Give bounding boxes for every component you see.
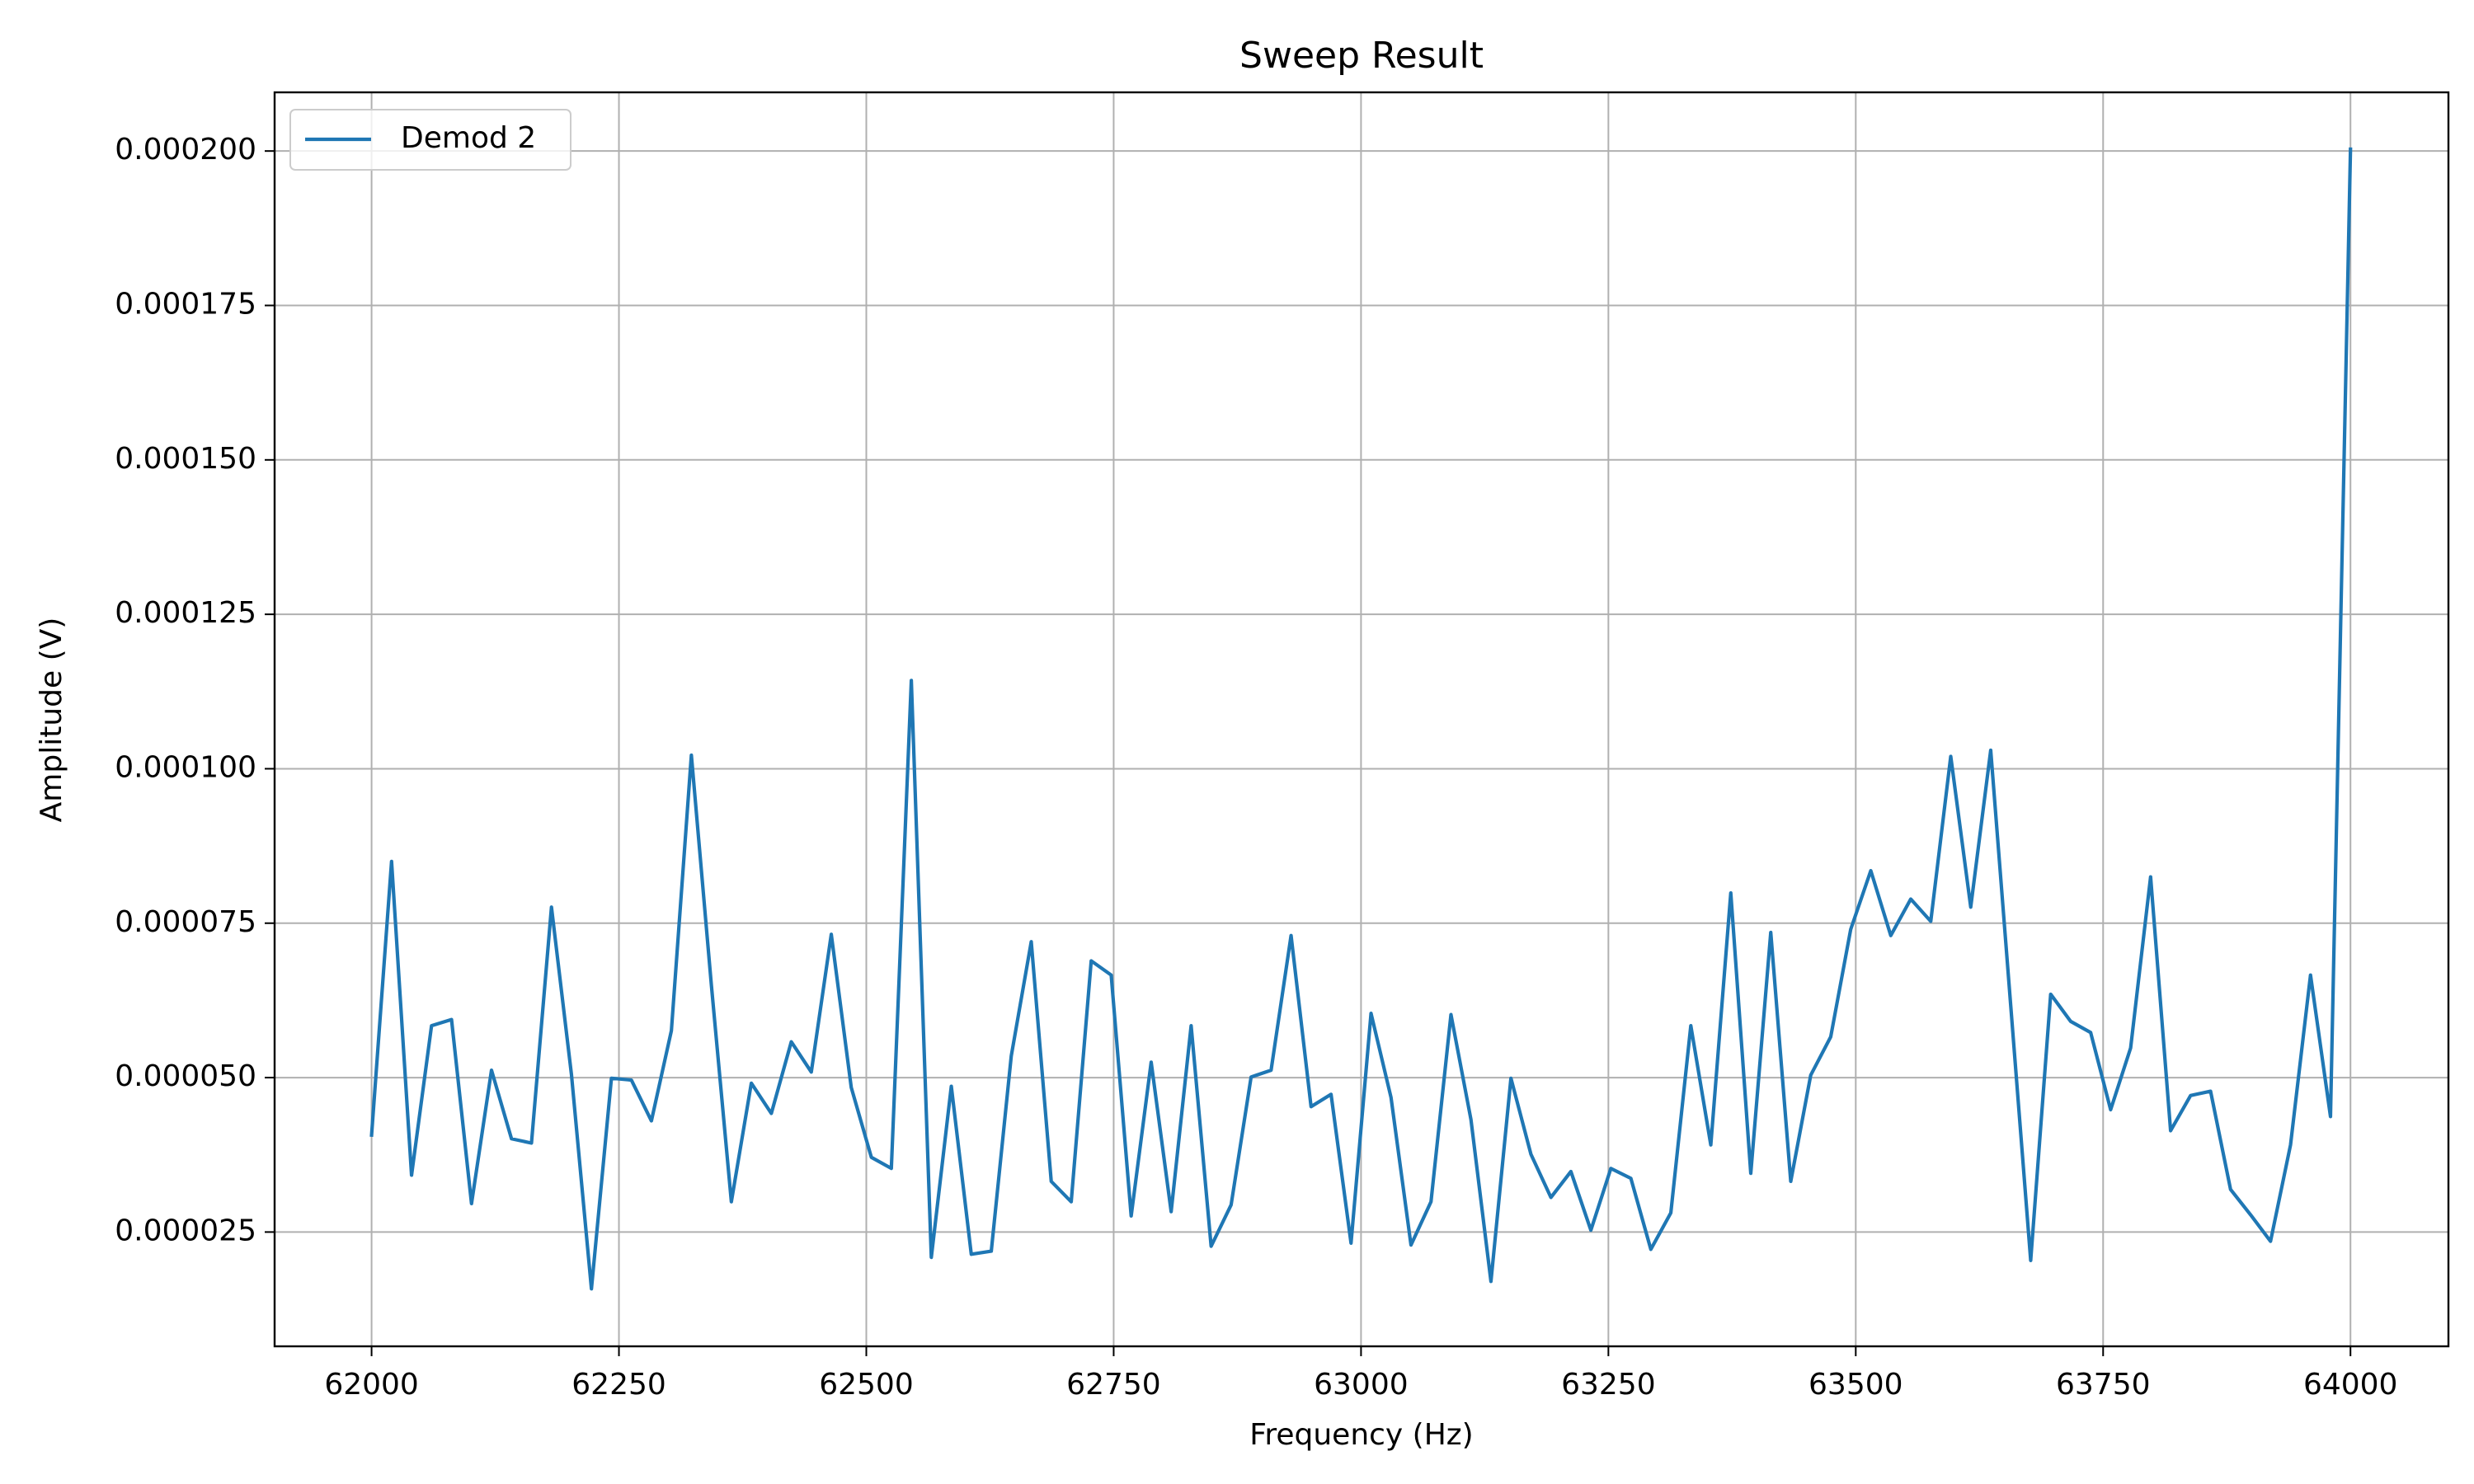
y-tick-label: 0.000200 [115, 133, 256, 167]
y-axis-label: Amplitude (V) [35, 618, 68, 823]
plot-frame [273, 91, 2450, 1348]
y-tick-label: 0.000150 [115, 442, 256, 476]
legend-label: Demod 2 [401, 121, 536, 155]
y-tick-label: 0.000175 [115, 287, 256, 321]
y-tick-label: 0.000125 [115, 596, 256, 630]
chart-title: Sweep Result [1239, 35, 1484, 77]
legend: Demod 2 [289, 109, 571, 171]
legend-box [289, 109, 571, 171]
x-tick-label: 64000 [2303, 1368, 2398, 1402]
x-tick-label: 63000 [1314, 1368, 1409, 1402]
x-tick-label: 62750 [1066, 1368, 1161, 1402]
y-tick-label: 0.000075 [115, 905, 256, 939]
x-tick-label: 63250 [1561, 1368, 1656, 1402]
x-axis-label: Frequency (Hz) [1249, 1418, 1473, 1452]
x-tick-label: 62500 [819, 1368, 914, 1402]
x-tick-label: 63750 [2056, 1368, 2151, 1402]
data-line [369, 147, 2353, 1291]
y-tick-label: 0.000100 [115, 750, 256, 784]
x-tick-label: 62250 [571, 1368, 666, 1402]
x-tick-label: 62000 [324, 1368, 419, 1402]
y-tick-label: 0.000050 [115, 1059, 256, 1093]
y-tick-label: 0.000025 [115, 1214, 256, 1247]
x-tick-label: 63500 [1808, 1368, 1903, 1402]
